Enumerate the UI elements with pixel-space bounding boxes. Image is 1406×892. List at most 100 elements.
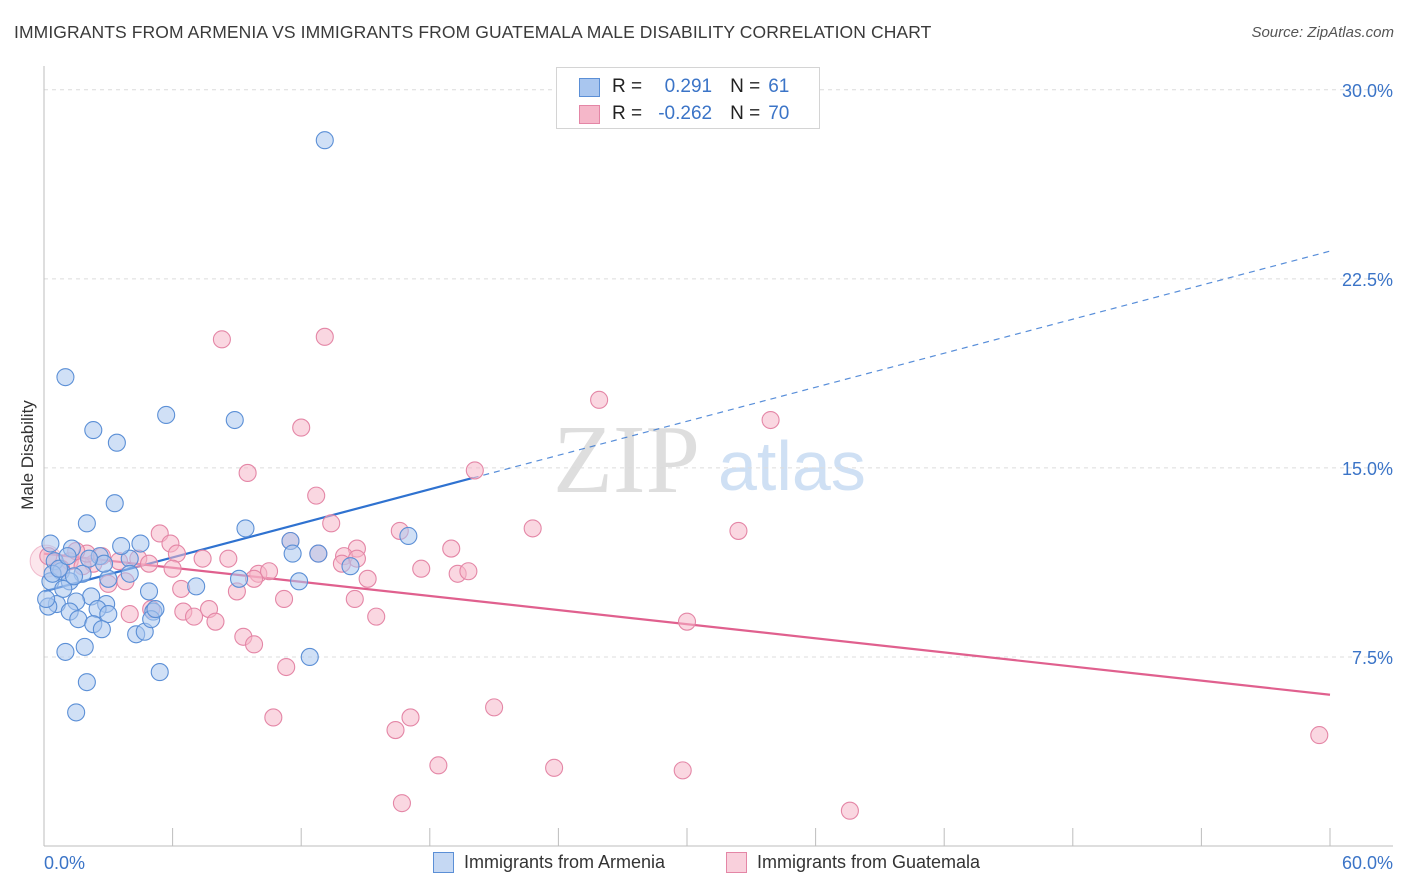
armenia-point-55[interactable] — [112, 536, 131, 556]
armenia-point-44[interactable] — [56, 642, 75, 661]
armenia-point-11[interactable] — [131, 534, 150, 553]
armenia-point-51[interactable] — [58, 547, 77, 566]
guatemala-point-47[interactable] — [120, 605, 139, 624]
armenia-point-58[interactable] — [79, 549, 99, 568]
armenia-point-5[interactable] — [225, 410, 244, 430]
guatemala-point-4[interactable] — [292, 418, 311, 437]
guatemala-point-57[interactable] — [429, 756, 448, 775]
armenia-point-57[interactable] — [41, 534, 60, 553]
armenia-point-45[interactable] — [300, 647, 319, 667]
guatemala-point-31[interactable] — [259, 562, 279, 581]
correlation-legend: R = 0.291 N = 61 R = -0.262 N = 70 — [556, 67, 820, 129]
armenia-trend-line — [43, 476, 473, 593]
armenia-point-53[interactable] — [64, 567, 84, 586]
armenia-point-0[interactable] — [315, 131, 334, 150]
legend-row-guatemala: R = -0.262 N = 70 — [579, 101, 800, 127]
armenia-point-43[interactable] — [75, 637, 94, 656]
guatemala-point-53[interactable] — [264, 708, 283, 727]
guatemala-point-39[interactable] — [275, 589, 294, 609]
guatemala-point-50[interactable] — [244, 635, 264, 654]
armenia-point-25[interactable] — [290, 572, 309, 591]
armenia-point-16[interactable] — [309, 544, 328, 563]
guatemala-point-27[interactable] — [412, 559, 431, 578]
guatemala-point-18[interactable] — [167, 544, 186, 563]
armenia-r-value: 0.291 — [664, 76, 713, 97]
armenia-point-4[interactable] — [157, 405, 176, 425]
guatemala-point-56[interactable] — [1310, 726, 1329, 745]
n-label: N = — [730, 76, 761, 97]
guatemala-point-1[interactable] — [315, 327, 334, 346]
guatemala-point-38[interactable] — [172, 579, 191, 598]
guatemala-point-17[interactable] — [442, 539, 461, 558]
guatemala-n-value: 70 — [768, 103, 790, 124]
x-tick-label-min: 0.0% — [44, 853, 85, 873]
guatemala-point-11[interactable] — [729, 521, 748, 540]
guatemala-point-0[interactable] — [212, 330, 231, 349]
armenia-point-47[interactable] — [77, 673, 96, 692]
armenia-point-24[interactable] — [229, 569, 249, 588]
armenia-point-21[interactable] — [99, 569, 118, 588]
armenia-point-15[interactable] — [283, 544, 302, 563]
armenia-point-6[interactable] — [105, 494, 124, 513]
guatemala-point-40[interactable] — [345, 589, 364, 609]
guatemala-point-62[interactable] — [139, 554, 159, 573]
guatemala-point-59[interactable] — [673, 761, 692, 780]
guatemala-point-54[interactable] — [401, 708, 420, 727]
armenia-point-56[interactable] — [37, 589, 56, 609]
guatemala-point-44[interactable] — [206, 612, 225, 631]
n-label: N = — [730, 103, 761, 124]
guatemala-point-23[interactable] — [193, 549, 212, 568]
legend-item-armenia[interactable]: Immigrants from Armenia — [433, 852, 665, 873]
armenia-point-7[interactable] — [77, 514, 96, 533]
guatemala-point-10[interactable] — [523, 519, 542, 538]
legend-item-guatemala[interactable]: Immigrants from Guatemala — [726, 852, 980, 873]
guatemala-point-60[interactable] — [392, 794, 411, 813]
chart-title: IMMIGRANTS FROM ARMENIA VS IMMIGRANTS FR… — [14, 22, 932, 42]
armenia-point-37[interactable] — [69, 610, 88, 629]
guatemala-point-55[interactable] — [386, 721, 405, 740]
armenia-point-60[interactable] — [120, 564, 139, 583]
armenia-point-48[interactable] — [67, 703, 86, 722]
armenia-point-8[interactable] — [236, 519, 255, 538]
r-label: R = — [612, 103, 643, 124]
guatemala-point-33[interactable] — [358, 569, 377, 588]
guatemala-point-68[interactable] — [163, 559, 182, 578]
guatemala-point-8[interactable] — [322, 514, 341, 533]
guatemala-point-3[interactable] — [761, 410, 780, 430]
armenia-point-1[interactable] — [56, 368, 75, 387]
armenia-point-46[interactable] — [150, 663, 169, 682]
armenia-point-26[interactable] — [187, 577, 206, 596]
guatemala-point-2[interactable] — [590, 390, 609, 409]
armenia-point-50[interactable] — [49, 559, 69, 578]
armenia-trend-extension — [472, 250, 1331, 479]
guatemala-point-46[interactable] — [367, 607, 386, 626]
armenia-point-17[interactable] — [341, 557, 360, 576]
guatemala-point-51[interactable] — [277, 657, 296, 677]
guatemala-point-52[interactable] — [485, 698, 504, 717]
x-tick-label-max: 60.0% — [1342, 853, 1393, 873]
armenia-point-27[interactable] — [139, 582, 159, 601]
watermark-zip: ZIP — [553, 406, 700, 514]
guatemala-point-61[interactable] — [840, 801, 859, 820]
guatemala-point-24[interactable] — [219, 549, 238, 568]
guatemala-point-48[interactable] — [677, 612, 697, 631]
guatemala-point-45[interactable] — [184, 607, 204, 626]
armenia-legend-swatch — [433, 852, 454, 873]
armenia-point-54[interactable] — [94, 554, 114, 573]
armenia-point-59[interactable] — [146, 600, 165, 619]
armenia-point-2[interactable] — [84, 421, 103, 440]
guatemala-point-32[interactable] — [244, 569, 264, 588]
armenia-point-35[interactable] — [99, 605, 118, 624]
guatemala-point-6[interactable] — [238, 463, 257, 482]
guatemala-point-5[interactable] — [465, 461, 484, 480]
armenia-point-3[interactable] — [107, 433, 126, 452]
y-tick-label-0: 7.5% — [1352, 648, 1393, 668]
armenia-point-9[interactable] — [399, 526, 418, 546]
guatemala-point-58[interactable] — [545, 758, 564, 777]
armenia-point-52[interactable] — [54, 579, 73, 598]
armenia-point-39[interactable] — [92, 620, 111, 639]
y-tick-label-2: 22.5% — [1342, 270, 1393, 290]
series-legend: Immigrants from Armenia Immigrants from … — [0, 852, 1406, 878]
guatemala-point-7[interactable] — [307, 486, 326, 505]
guatemala-point-29[interactable] — [459, 562, 478, 581]
